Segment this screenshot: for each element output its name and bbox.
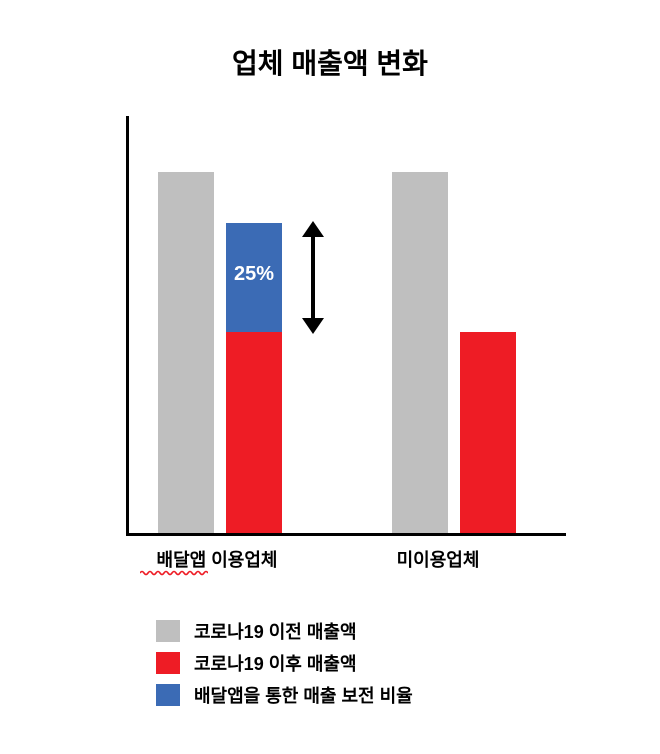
legend-label-after: 코로나19 이후 매출액 — [194, 650, 357, 676]
legend-swatch-before — [156, 620, 180, 642]
legend-label-recovered: 배달앱을 통한 매출 보전 비율 — [194, 682, 413, 708]
x-axis — [126, 533, 566, 536]
legend-swatch-recovered — [156, 684, 180, 706]
legend-swatch-after — [156, 652, 180, 674]
legend-label-before: 코로나19 이전 매출액 — [194, 618, 357, 644]
legend-item-after: 코로나19 이후 매출액 — [156, 650, 413, 676]
bar-user-after-recovered: 25% — [226, 223, 282, 332]
y-axis — [126, 116, 129, 536]
bar-nonuser-after — [460, 332, 516, 533]
gap-arrow-icon — [300, 223, 326, 332]
bar-nonuser-before — [392, 172, 448, 533]
recovered-pct-label: 25% — [226, 263, 282, 286]
chart-title: 업체 매출액 변화 — [0, 42, 660, 82]
legend-item-recovered: 배달앱을 통한 매출 보전 비율 — [156, 682, 413, 708]
legend: 코로나19 이전 매출액 코로나19 이후 매출액 배달앱을 통한 매출 보전 … — [156, 618, 413, 714]
category-label-nonuser: 미이용업체 — [378, 546, 498, 572]
chart-plot-area: 25% — [126, 116, 566, 536]
category-label-user: 배달앱 이용업체 — [132, 546, 302, 572]
bar-user-before — [158, 172, 214, 533]
bar-user-after-base — [226, 332, 282, 533]
legend-item-before: 코로나19 이전 매출액 — [156, 618, 413, 644]
